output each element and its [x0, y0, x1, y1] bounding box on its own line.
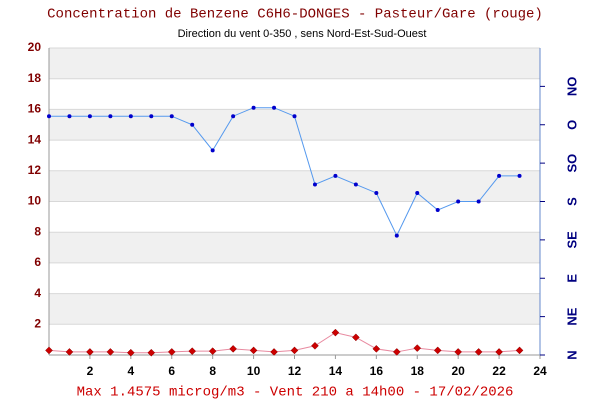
x-tick-label: 2 [87, 364, 94, 378]
y2-tick-label: N [564, 350, 579, 359]
data-point [128, 114, 133, 119]
y2-tick-label: O [564, 120, 579, 130]
y2-tick-label: E [564, 274, 579, 283]
data-point [311, 341, 319, 350]
data-point [208, 347, 217, 356]
data-point [456, 199, 461, 204]
data-point [415, 190, 420, 195]
y-tick-label: 8 [34, 224, 41, 238]
series-line [48, 332, 520, 354]
grid-band [49, 293, 540, 325]
x-tick-label: 12 [288, 364, 302, 378]
data-point [249, 346, 258, 355]
y-tick-label: 18 [28, 71, 42, 85]
data-point [272, 105, 277, 110]
y-tick-label: 10 [28, 194, 42, 208]
data-point [231, 114, 236, 119]
y-tick-label: 6 [34, 255, 41, 269]
x-tick-label: 20 [451, 364, 465, 378]
data-point [251, 105, 256, 110]
grid-band [49, 48, 540, 79]
data-point [353, 182, 358, 187]
data-point [435, 208, 440, 213]
chart-title: Concentration de Benzene C6H6-DONGES - P… [47, 7, 543, 23]
y-tick-label: 14 [28, 132, 42, 146]
data-point [87, 114, 92, 119]
data-point [495, 348, 503, 356]
y-tick-label: 12 [28, 163, 42, 177]
x-tick-label: 14 [329, 364, 343, 378]
data-point [126, 348, 135, 357]
data-point [392, 348, 401, 356]
y-tick-label: 2 [34, 316, 41, 330]
data-point [433, 346, 442, 355]
y2-tick-label: S [564, 197, 579, 206]
data-point [312, 182, 317, 187]
data-point [372, 345, 381, 353]
chart-subtitle: Direction du vent 0-350 , sens Nord-Est-… [178, 28, 427, 40]
data-point [474, 348, 483, 356]
y-tick-label: 4 [34, 286, 41, 300]
data-point [333, 173, 338, 178]
data-point [352, 333, 360, 342]
data-point [374, 190, 379, 195]
data-point [108, 114, 113, 119]
data-point [229, 345, 237, 353]
data-point [169, 114, 174, 119]
series-line [49, 107, 520, 237]
y-tick-label: 16 [28, 102, 42, 116]
x-tick-label: 10 [247, 364, 261, 378]
y2-tick-label: SO [564, 154, 579, 173]
data-point [454, 348, 463, 356]
y2-tick-label: NE [564, 307, 579, 325]
data-point [47, 114, 51, 119]
grid-band [49, 232, 540, 263]
data-point [188, 347, 197, 356]
chart-footer: Max 1.4575 microg/m3 - Vent 210 a 14h00 … [77, 385, 514, 400]
x-tick-label: 18 [411, 364, 425, 378]
data-point [210, 148, 215, 153]
data-point [413, 344, 422, 352]
data-point [86, 348, 94, 356]
data-point [45, 346, 53, 355]
data-point [270, 348, 278, 356]
data-point [149, 114, 154, 119]
data-point [497, 173, 502, 178]
data-point [290, 346, 299, 355]
x-tick-label: 4 [127, 364, 134, 378]
x-tick-label: 16 [370, 364, 384, 378]
y2-tick-label: SE [564, 231, 579, 249]
data-point [190, 122, 195, 127]
y2-tick-label: NO [564, 77, 579, 97]
data-point [515, 346, 524, 355]
y-tick-label: 20 [28, 40, 42, 54]
data-point [167, 348, 176, 356]
data-point [331, 328, 340, 337]
data-point [65, 348, 74, 356]
data-point [476, 199, 481, 204]
grid-band [49, 170, 540, 202]
x-tick-label: 8 [209, 364, 216, 378]
data-point [67, 114, 72, 119]
x-tick-label: 6 [168, 364, 175, 378]
data-point [147, 348, 156, 357]
x-tick-label: 22 [492, 364, 506, 378]
x-tick-label: 24 [533, 364, 547, 378]
grid-band [49, 109, 540, 141]
data-point [517, 173, 522, 178]
data-point [106, 348, 115, 356]
data-point [394, 233, 399, 238]
data-point [292, 114, 297, 119]
